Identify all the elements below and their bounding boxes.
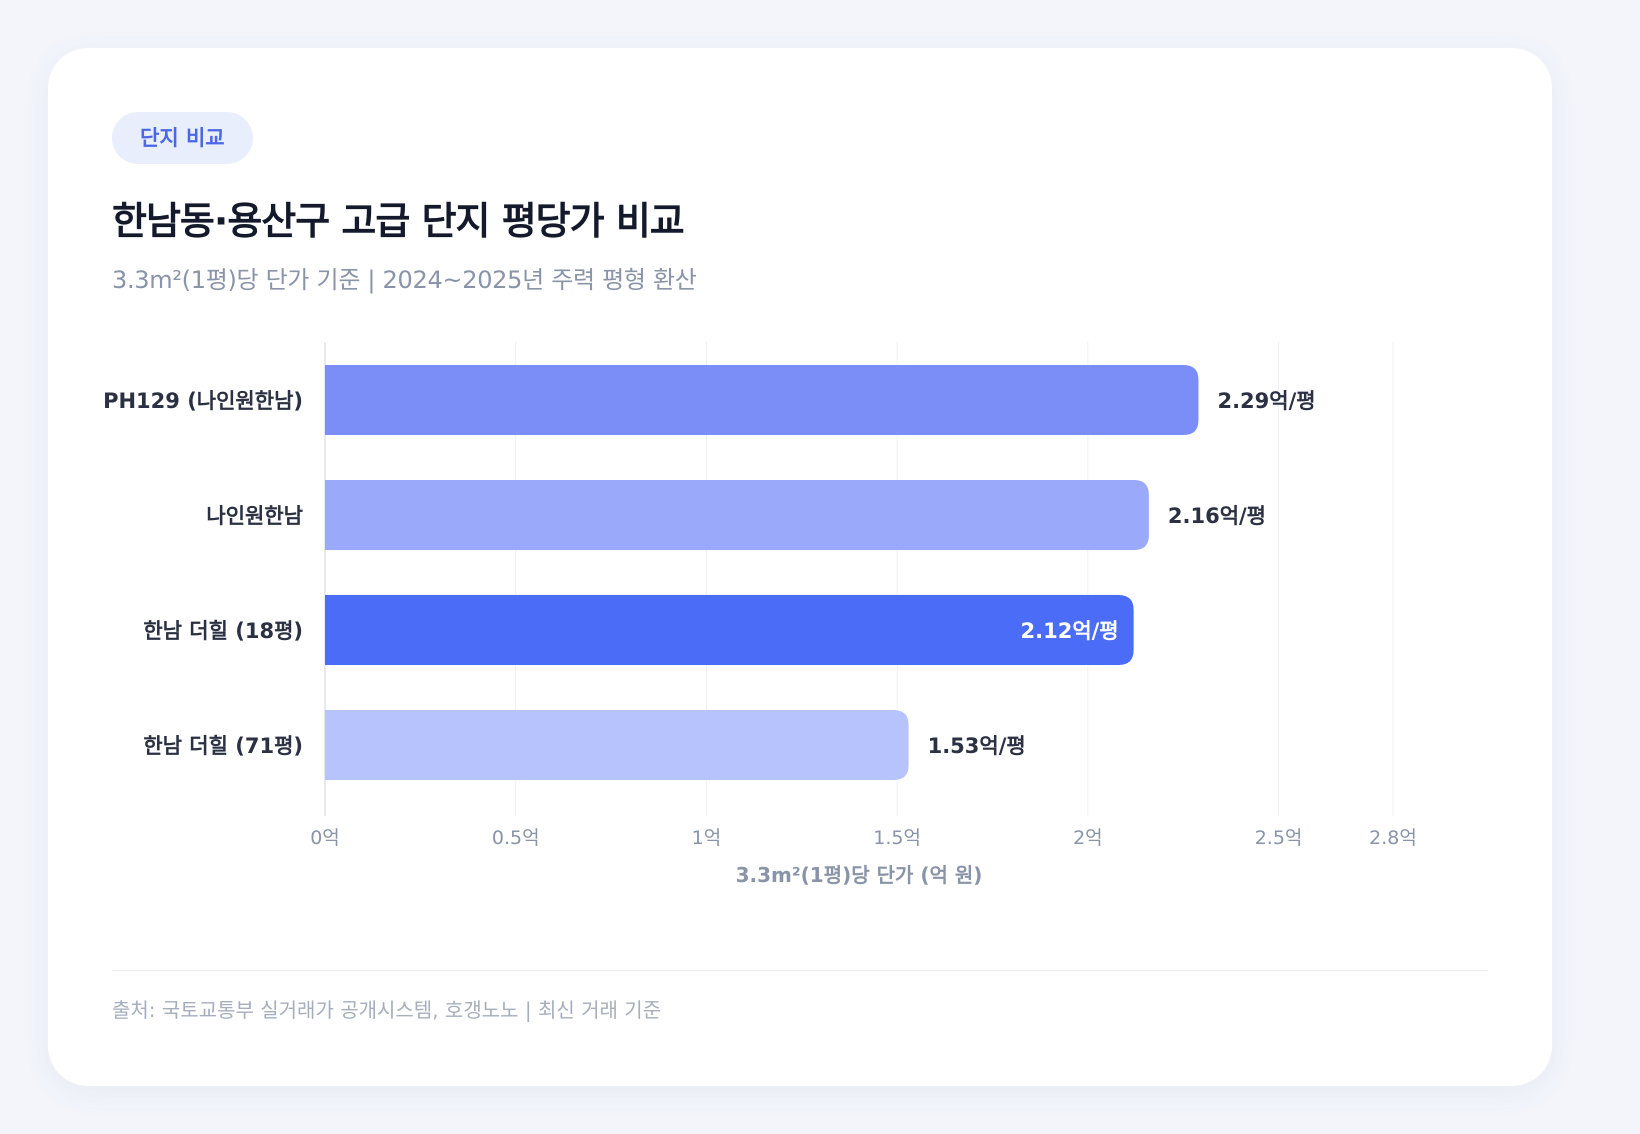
category-label: PH129 (나인원한남) xyxy=(103,389,303,413)
category-badge: 단지 비교 xyxy=(112,112,253,164)
category-label: 한남 더힐 (71평) xyxy=(143,734,303,758)
bar xyxy=(325,595,1134,665)
x-tick-label: 0억 xyxy=(310,827,340,849)
data-label: 2.16억/평 xyxy=(1168,504,1266,528)
category-label: 한남 더힐 (18평) xyxy=(143,619,303,643)
x-tick-label: 1억 xyxy=(692,827,722,849)
x-tick-label: 2.5억 xyxy=(1255,827,1303,849)
data-label: 1.53억/평 xyxy=(928,734,1026,758)
bar xyxy=(325,710,909,780)
chart-card: 단지 비교 한남동·용산구 고급 단지 평당가 비교 3.3m²(1평)당 단가… xyxy=(48,48,1552,1086)
data-label: 2.12억/평 xyxy=(1021,619,1119,643)
x-tick-label: 0.5억 xyxy=(492,827,540,849)
x-tick-label: 1.5억 xyxy=(873,827,921,849)
source-note: 출처: 국토교통부 실거래가 공개시스템, 호갱노노 | 최신 거래 기준 xyxy=(112,998,662,1022)
data-label: 2.29억/평 xyxy=(1217,389,1315,413)
chart-subtitle: 3.3m²(1평)당 단가 기준 | 2024~2025년 주력 평형 환산 xyxy=(112,266,697,294)
x-tick-label: 2억 xyxy=(1073,827,1103,849)
bar-chart: 0억 0.5억 1억 1.5억 2억 2.5억 2.8억 PH129 (나인원한남) 2.29억… xyxy=(103,342,1417,887)
bar xyxy=(325,365,1199,435)
x-axis-title: 3.3m²(1평)당 단가 (억 원) xyxy=(736,863,983,887)
chart-title: 한남동·용산구 고급 단지 평당가 비교 xyxy=(112,199,685,243)
x-tick-label: 2.8억 xyxy=(1369,827,1417,849)
bar xyxy=(325,480,1149,550)
footer-divider xyxy=(112,970,1488,971)
category-label: 나인원한남 xyxy=(206,504,303,528)
